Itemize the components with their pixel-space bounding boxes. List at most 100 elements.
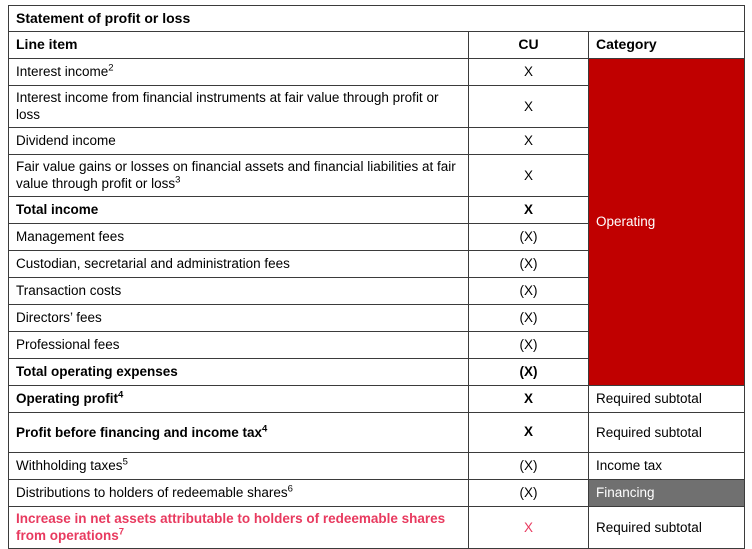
table-row: Total income X xyxy=(8,196,745,224)
cu-value: (X) xyxy=(519,310,538,325)
row-label-cell: Professional fees xyxy=(8,331,469,359)
cu-value: (X) xyxy=(519,364,538,379)
row-category-cell: Required subtotal xyxy=(587,412,746,453)
line-item-text: Distributions to holders of redeemable s… xyxy=(16,485,288,500)
row-cu-cell: (X) xyxy=(468,331,589,359)
row-cu-cell: (X) xyxy=(468,250,589,278)
line-item-label: Directors’ fees xyxy=(16,310,102,325)
footnote-marker: 2 xyxy=(108,62,114,74)
row-label-cell: Increase in net assets attributable to h… xyxy=(8,506,469,549)
line-item-label: Total income xyxy=(16,202,99,217)
table-row: Withholding taxes5 (X) Income tax xyxy=(8,452,746,480)
row-label-cell: Custodian, secretarial and administratio… xyxy=(8,250,469,278)
footnote-marker: 6 xyxy=(287,483,293,495)
row-cu-cell: X xyxy=(468,506,589,549)
row-label-cell: Withholding taxes5 xyxy=(8,452,469,480)
row-cu-cell: X xyxy=(468,385,589,413)
line-item-label: Profit before financing and income tax4 xyxy=(9,421,468,445)
row-label-cell: Interest income from financial instrumen… xyxy=(8,85,469,128)
row-label-cell: Transaction costs xyxy=(8,277,469,305)
row-label-cell: Fair value gains or losses on financial … xyxy=(8,154,469,197)
category-financing-cell: Financing xyxy=(587,479,746,507)
table-title-cell: Statement of profit or loss xyxy=(7,5,746,32)
row-cu-cell: (X) xyxy=(468,304,589,332)
cu-value: X xyxy=(523,64,533,79)
line-item-label: Custodian, secretarial and administratio… xyxy=(16,256,290,271)
table-row: Interest income2 X Operating xyxy=(8,58,746,386)
row-label-cell: Operating profit4 xyxy=(8,385,469,413)
footnote-marker: 4 xyxy=(118,389,124,401)
cu-value: (X) xyxy=(519,458,538,473)
column-header-line-item-label: Line item xyxy=(16,36,78,52)
cu-value: X xyxy=(523,98,533,114)
row-cu-cell: (X) xyxy=(468,358,589,386)
column-header-category-label: Category xyxy=(596,36,657,52)
line-item-label: Professional fees xyxy=(16,337,120,352)
cu-value: (X) xyxy=(519,337,538,352)
page-title: Statement of profit or loss xyxy=(16,10,191,26)
row-label-cell: Interest income2 xyxy=(8,58,469,86)
row-cu-cell: (X) xyxy=(468,277,589,305)
row-cu-cell: X xyxy=(468,58,589,86)
table-title-row: Statement of profit or loss xyxy=(7,5,746,32)
row-cu-cell: (X) xyxy=(468,479,589,507)
line-item-label: Interest income2 xyxy=(9,60,468,84)
table-row: Operating profit4 X Required subtotal xyxy=(8,385,746,413)
line-item-text: Interest income xyxy=(16,64,109,79)
line-item-label: Total operating expenses xyxy=(16,364,178,379)
row-cu-cell: (X) xyxy=(468,223,589,251)
line-item-label: Interest income from financial instrumen… xyxy=(16,90,439,122)
column-header-cu: CU xyxy=(468,31,589,59)
row-category-cell: Required subtotal xyxy=(587,506,746,549)
table-row: Distributions to holders of redeemable s… xyxy=(8,479,746,507)
line-item-label: Withholding taxes5 xyxy=(9,454,468,478)
row-label-cell: Distributions to holders of redeemable s… xyxy=(8,479,469,507)
row-label-cell: Total operating expenses xyxy=(8,358,469,386)
category-label: Required subtotal xyxy=(596,519,702,535)
cu-value: X xyxy=(523,424,533,439)
row-category-cell: Required subtotal xyxy=(587,385,746,413)
line-item-text: Profit before financing and income tax xyxy=(16,424,263,440)
row-label-cell: Profit before financing and income tax4 xyxy=(8,412,469,453)
cu-value: (X) xyxy=(519,256,538,271)
category-operating-block: Operating xyxy=(587,58,746,386)
table-row: Fair value gains or losses on financial … xyxy=(8,154,745,197)
table-row: Dividend income X xyxy=(8,127,745,155)
page-root: Statement of profit or loss Line item CU… xyxy=(7,5,746,549)
statement-of-profit-or-loss-table: Statement of profit or loss Line item CU… xyxy=(7,5,746,549)
category-label: Required subtotal xyxy=(596,391,702,406)
statement-table-container: Statement of profit or loss Line item CU… xyxy=(7,5,746,549)
row-label-cell: Total income xyxy=(8,196,469,224)
row-cu-cell: X xyxy=(468,196,589,224)
footnote-marker: 7 xyxy=(118,526,125,538)
line-item-text: Increase in net assets attributable to h… xyxy=(16,511,446,543)
row-cu-cell: X xyxy=(468,85,589,128)
footnote-marker: 3 xyxy=(175,174,181,186)
row-cu-cell: X xyxy=(468,127,589,155)
line-item-text: Operating profit xyxy=(16,391,118,406)
category-label: Income tax xyxy=(596,458,663,473)
line-item-label: Management fees xyxy=(16,229,125,244)
line-item-label: Transaction costs xyxy=(16,283,122,298)
line-item-label: Increase in net assets attributable to h… xyxy=(9,507,468,548)
row-label-cell: Directors’ fees xyxy=(8,304,469,332)
table-row: Increase in net assets attributable to h… xyxy=(8,506,746,549)
footnote-marker: 5 xyxy=(122,456,128,468)
row-category-cell: Income tax xyxy=(587,452,746,480)
category-label: Required subtotal xyxy=(596,424,702,440)
column-header-line-item: Line item xyxy=(8,31,469,59)
table-row: Custodian, secretarial and administratio… xyxy=(8,250,745,278)
category-financing-label: Financing xyxy=(596,485,655,500)
row-cu-cell: (X) xyxy=(468,452,589,480)
row-cu-cell: X xyxy=(468,412,589,453)
line-item-label: Operating profit4 xyxy=(9,387,468,411)
table-row: Management fees (X) xyxy=(8,223,745,251)
row-label-cell: Dividend income xyxy=(8,127,469,155)
category-operating-label: Operating xyxy=(596,214,656,229)
table-row: Interest income from financial instrumen… xyxy=(8,85,745,128)
cu-value: (X) xyxy=(519,283,538,298)
footnote-marker: 4 xyxy=(262,423,268,434)
column-header-cu-label: CU xyxy=(518,36,539,52)
line-item-text: Withholding taxes xyxy=(16,458,123,473)
row-cu-cell: X xyxy=(468,154,589,197)
